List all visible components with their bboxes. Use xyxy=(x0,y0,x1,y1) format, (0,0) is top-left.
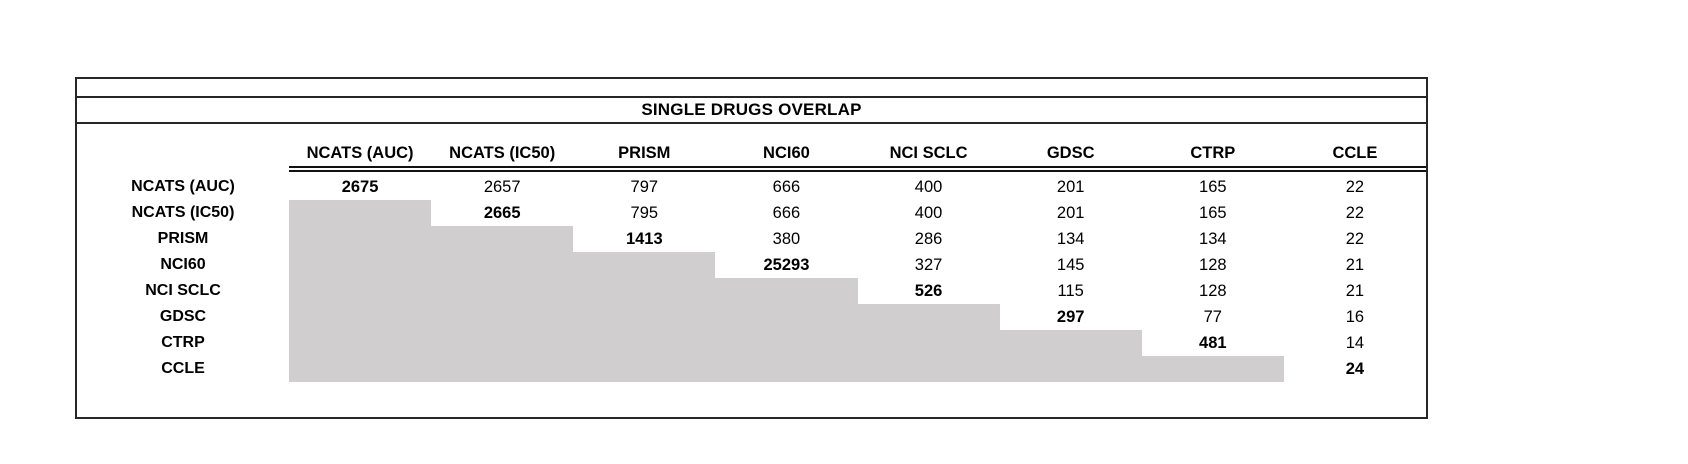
cell-4-6: 145 xyxy=(1056,256,1085,274)
cell-1-6: 201 xyxy=(1056,178,1085,196)
cell-2-5: 400 xyxy=(914,204,943,222)
cell-3-7: 134 xyxy=(1199,230,1227,248)
cell-1-5: 400 xyxy=(914,178,943,196)
rule-spacer xyxy=(77,166,289,174)
cell-3-3: 1413 xyxy=(625,230,663,248)
cell-4-7: 128 xyxy=(1199,256,1227,274)
cell-6-6: 297 xyxy=(1056,308,1085,326)
cell-8-3 xyxy=(573,356,716,382)
cell-1-3: 797 xyxy=(630,178,659,196)
cell-8-2 xyxy=(431,356,574,382)
cell-2-2: 2665 xyxy=(483,204,521,222)
cell-7-6 xyxy=(999,330,1142,356)
row-label-7: CTRP xyxy=(161,334,205,351)
cell-5-6: 115 xyxy=(1057,282,1084,300)
cell-2-3: 795 xyxy=(630,204,659,222)
column-header-5: NCI SCLC xyxy=(889,144,968,162)
cell-7-1 xyxy=(289,330,432,356)
cell-3-5: 286 xyxy=(914,230,943,248)
cell-3-4: 380 xyxy=(772,230,801,248)
column-header-6: GDSC xyxy=(1046,144,1095,162)
cell-5-7: 128 xyxy=(1199,282,1227,300)
column-header-3: PRISM xyxy=(618,144,671,162)
cell-8-1 xyxy=(289,356,432,382)
cell-5-3 xyxy=(573,278,716,304)
top-strip xyxy=(77,79,1426,98)
cell-5-2 xyxy=(431,278,574,304)
column-header-4: NCI60 xyxy=(763,144,810,162)
cell-7-8: 14 xyxy=(1345,334,1365,352)
header-double-rule xyxy=(289,166,1426,172)
row-label-2: NCATS (IC50) xyxy=(131,204,235,221)
column-header-1: NCATS (AUC) xyxy=(306,144,414,162)
header-corner xyxy=(77,140,289,166)
row-label-6: GDSC xyxy=(159,308,207,325)
cell-6-2 xyxy=(431,304,574,330)
cell-2-1 xyxy=(289,200,432,226)
cell-2-4: 666 xyxy=(772,204,801,222)
row-label-1: NCATS (AUC) xyxy=(131,178,235,195)
cell-5-1 xyxy=(289,278,432,304)
single-drugs-overlap-table: SINGLE DRUGS OVERLAP NCATS (AUC) NCATS (I… xyxy=(75,77,1428,419)
cell-5-5: 526 xyxy=(914,282,943,300)
cell-5-4 xyxy=(715,278,858,304)
cell-4-4: 25293 xyxy=(763,256,810,274)
cell-6-1 xyxy=(289,304,432,330)
column-header-7: CTRP xyxy=(1190,144,1236,162)
cell-4-2 xyxy=(431,252,574,278)
row-label-8: CCLE xyxy=(161,360,205,377)
cell-8-7 xyxy=(1141,356,1284,382)
cell-4-1 xyxy=(289,252,432,278)
cell-3-8: 22 xyxy=(1345,230,1365,248)
cell-3-6: 134 xyxy=(1056,230,1085,248)
cell-7-5 xyxy=(857,330,1000,356)
cell-7-7: 481 xyxy=(1199,334,1227,352)
row-label-5: NCI SCLC xyxy=(145,282,221,299)
cell-1-2: 2657 xyxy=(483,178,521,196)
table-title: SINGLE DRUGS OVERLAP xyxy=(77,98,1426,124)
cell-3-2 xyxy=(431,226,574,252)
cell-8-8: 24 xyxy=(1345,360,1365,378)
cell-2-7: 165 xyxy=(1199,204,1227,222)
column-header-8: CCLE xyxy=(1332,144,1378,162)
cell-7-4 xyxy=(715,330,858,356)
cell-6-3 xyxy=(573,304,716,330)
cell-5-8: 21 xyxy=(1345,282,1365,300)
cell-6-8: 16 xyxy=(1345,308,1365,326)
cell-1-4: 666 xyxy=(772,178,801,196)
cell-8-4 xyxy=(715,356,858,382)
cell-1-7: 165 xyxy=(1199,178,1227,196)
cell-8-5 xyxy=(857,356,1000,382)
cell-3-1 xyxy=(289,226,432,252)
cell-7-3 xyxy=(573,330,716,356)
cell-6-5 xyxy=(857,304,1000,330)
column-header-2: NCATS (IC50) xyxy=(449,144,556,162)
matrix-grid: NCATS (AUC) NCATS (IC50) PRISM NCI60 NCI SCL… xyxy=(77,140,1426,382)
cell-6-4 xyxy=(715,304,858,330)
row-label-4: NCI60 xyxy=(160,256,206,273)
cell-1-8: 22 xyxy=(1345,178,1365,196)
cell-4-8: 21 xyxy=(1345,256,1365,274)
cell-2-6: 201 xyxy=(1056,204,1085,222)
cell-4-5: 327 xyxy=(914,256,943,274)
cell-2-8: 22 xyxy=(1345,204,1365,222)
cell-6-7: 77 xyxy=(1203,308,1222,326)
cell-1-1: 2675 xyxy=(341,178,379,196)
cell-4-3 xyxy=(573,252,716,278)
row-label-3: PRISM xyxy=(157,230,209,247)
cell-7-2 xyxy=(431,330,574,356)
cell-8-6 xyxy=(999,356,1142,382)
